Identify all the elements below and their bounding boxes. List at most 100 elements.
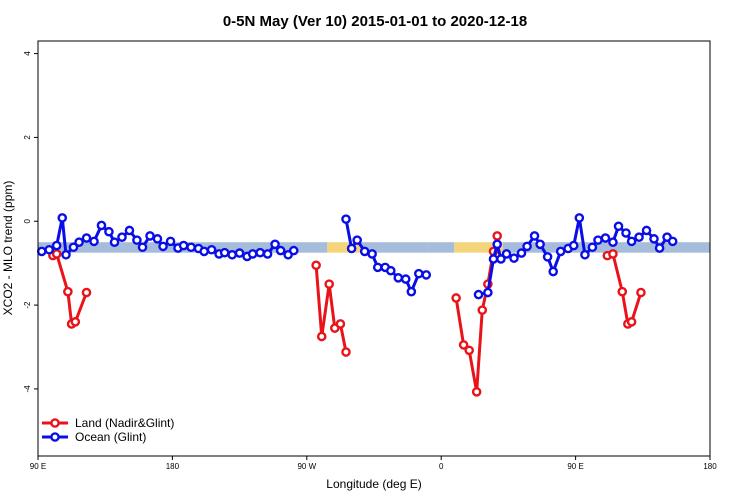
data-point xyxy=(57,213,68,223)
data-point xyxy=(471,387,482,397)
legend-marker xyxy=(50,418,60,428)
data-point xyxy=(206,244,217,255)
data-point xyxy=(600,233,611,243)
chart-title: 0-5N May (Ver 10) 2015-01-01 to 2020-12-… xyxy=(223,13,527,30)
data-point xyxy=(335,319,346,329)
data-point xyxy=(634,232,644,242)
data-point xyxy=(132,235,142,245)
data-point xyxy=(44,244,55,255)
data-point xyxy=(667,236,678,247)
data-point xyxy=(51,249,62,259)
data-point xyxy=(104,226,114,237)
data-point xyxy=(89,236,99,247)
x-tick-label: 0 xyxy=(439,462,444,471)
data-point xyxy=(219,247,230,258)
data-point xyxy=(346,243,357,254)
data-point xyxy=(421,270,432,280)
data-point xyxy=(352,235,363,245)
y-tick-label: 4 xyxy=(23,51,32,56)
data-point xyxy=(227,249,237,260)
data-point xyxy=(542,252,553,262)
data-point xyxy=(288,245,299,256)
data-point xyxy=(473,289,484,300)
data-point xyxy=(152,234,163,244)
data-point xyxy=(137,242,148,253)
data-point xyxy=(262,249,273,259)
data-point xyxy=(458,340,469,350)
data-point xyxy=(234,248,245,258)
data-point xyxy=(477,305,488,315)
y-axis-label: XCO2 - MLO trend (ppm) xyxy=(1,181,15,316)
series-line xyxy=(344,218,427,294)
data-point xyxy=(341,214,351,224)
data-point xyxy=(124,225,135,236)
y-tick-label: 0 xyxy=(23,218,32,223)
data-point xyxy=(70,317,81,327)
data-point xyxy=(406,286,417,297)
data-point xyxy=(451,293,461,303)
data-point xyxy=(555,246,566,257)
data-point xyxy=(372,262,383,273)
data-point xyxy=(316,331,327,342)
data-point xyxy=(516,248,527,258)
y-tick-label: 2 xyxy=(23,135,32,140)
series-land xyxy=(48,231,646,397)
data-point xyxy=(492,239,503,250)
y-axis: 4 2 0 -2 -4 xyxy=(23,51,38,393)
x-axis-label: Longitude (deg E) xyxy=(326,477,421,491)
data-point xyxy=(61,249,71,260)
data-point xyxy=(81,287,92,298)
data-point xyxy=(587,242,598,253)
data-point xyxy=(324,279,335,289)
data-point xyxy=(367,249,377,259)
data-point xyxy=(654,243,665,253)
data-point xyxy=(593,235,603,245)
series-ocean xyxy=(36,213,678,300)
x-tick-label: 90 E xyxy=(30,462,46,471)
data-point xyxy=(626,236,637,247)
data-point xyxy=(96,220,107,231)
data-point xyxy=(178,240,189,251)
data-point xyxy=(311,260,321,271)
data-point xyxy=(522,241,532,252)
data-point xyxy=(165,236,176,247)
data-point xyxy=(145,231,155,241)
data-point xyxy=(158,241,168,252)
band-segment xyxy=(454,242,503,253)
y-tick-label: -2 xyxy=(23,301,32,309)
legend-label: Ocean (Glint) xyxy=(75,430,146,444)
data-point xyxy=(255,247,265,258)
plot-frame xyxy=(37,40,711,457)
data-point xyxy=(117,232,127,242)
data-point xyxy=(509,253,519,263)
data-point xyxy=(496,254,506,264)
data-point xyxy=(574,213,585,223)
data-point xyxy=(641,225,652,236)
x-tick-label: 90 W xyxy=(297,462,316,471)
x-tick-label: 180 xyxy=(166,462,180,471)
data-point xyxy=(501,249,512,259)
data-point xyxy=(464,345,475,356)
data-point xyxy=(36,246,47,257)
data-point xyxy=(580,249,590,260)
legend: Land (Nadir&Glint)Ocean (Glint) xyxy=(42,416,174,444)
data-point xyxy=(270,239,280,250)
data-point xyxy=(548,266,559,277)
legend-marker xyxy=(50,432,60,442)
y-tick-label: -4 xyxy=(23,385,32,393)
data-point xyxy=(413,268,424,279)
x-tick-label: 90 E xyxy=(567,462,583,471)
data-point xyxy=(199,246,209,257)
data-point xyxy=(385,265,396,276)
data-point xyxy=(109,237,120,248)
data-point xyxy=(621,228,631,238)
data-point xyxy=(81,233,92,243)
data-point xyxy=(359,246,370,257)
band-segment xyxy=(360,242,429,253)
data-point xyxy=(636,287,646,298)
data-point xyxy=(393,273,404,283)
data-point xyxy=(492,231,503,241)
data-point xyxy=(74,237,84,248)
data-point xyxy=(488,254,499,264)
